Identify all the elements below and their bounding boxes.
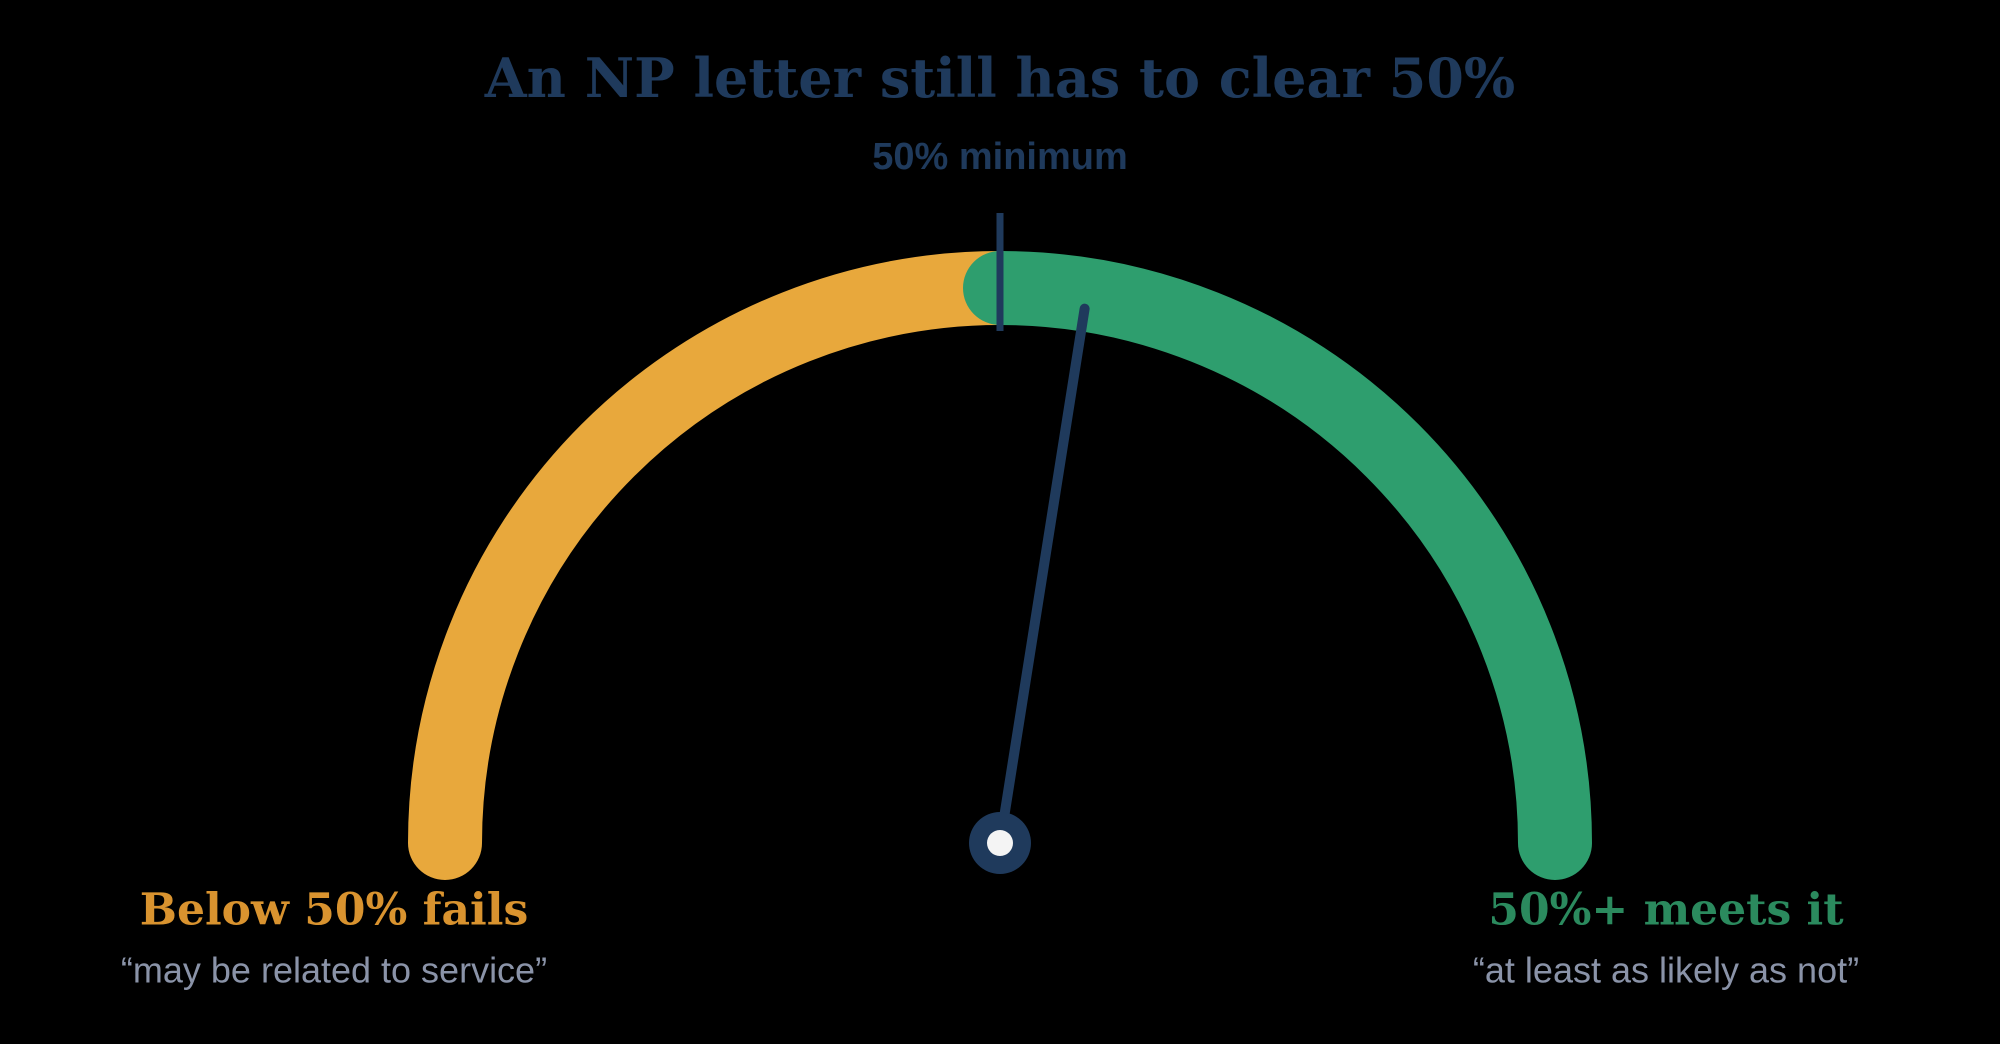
segment-note: “at least as likely as not” [1473,950,1859,991]
gauge-segment [963,251,1592,880]
segment-label: 50%+ meets it [1488,885,1844,936]
segment-note: “may be related to service” [121,950,547,991]
needle-hub-center [987,830,1013,856]
segment-label: Below 50% fails [140,885,528,936]
gauge-segment [408,251,1037,880]
threshold-label: 50% minimum [872,136,1128,178]
chart-title: An NP letter still has to clear 50% [484,46,1515,110]
needle [995,303,1090,848]
